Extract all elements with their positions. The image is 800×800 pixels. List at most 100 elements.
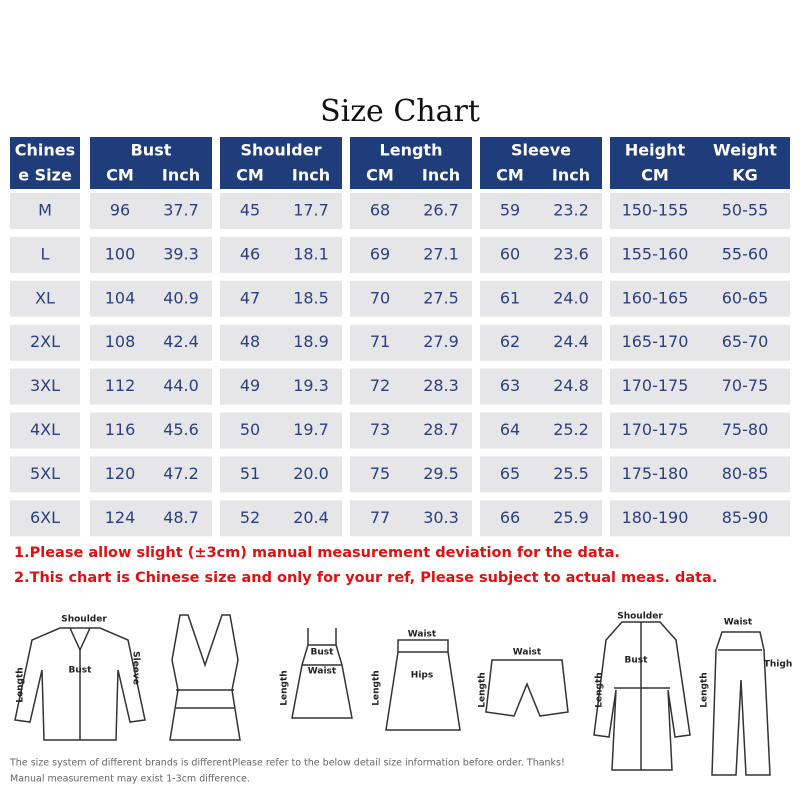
row-cell (610, 324, 790, 361)
header-label: Weight (713, 141, 777, 160)
cell-text: 42.4 (163, 332, 199, 351)
cell-text: 5XL (30, 464, 60, 483)
row-cell (350, 236, 472, 273)
cell-text: 47.2 (163, 464, 199, 483)
cell-text: 27.9 (423, 332, 459, 351)
measure-label: Sleeve (131, 651, 141, 685)
cell-text: 49 (240, 376, 260, 395)
measure-label: Waist (408, 630, 437, 640)
cell-text: 3XL (30, 376, 60, 395)
measure-label: Shoulder (61, 615, 107, 625)
row-cell (220, 368, 342, 405)
cell-text: 108 (105, 332, 136, 351)
cell-text: 75 (370, 464, 390, 483)
cell-text: 19.7 (293, 420, 329, 439)
cell-text: 51 (240, 464, 260, 483)
measure-label: Thigh (764, 660, 792, 670)
cell-text: 72 (370, 376, 390, 395)
cell-text: 96 (110, 201, 130, 220)
footer-text: Please refer to the below detail size in… (232, 758, 565, 769)
shorts (485, 659, 569, 717)
cell-text: 25.9 (553, 508, 589, 527)
footer-text: The size system of different brands is d… (9, 758, 232, 769)
row-cell (480, 324, 602, 361)
cell-text: 55-60 (722, 244, 769, 263)
cell-text: 160-165 (622, 288, 689, 307)
measure-label: Waist (724, 618, 753, 628)
measure-label: Bust (625, 656, 649, 666)
row-cell (10, 368, 80, 405)
row-cell (10, 500, 80, 537)
row-cell (480, 500, 602, 537)
measure-label: Bust (311, 648, 335, 658)
cell-text: 70-75 (722, 376, 769, 395)
cell-text: 64 (500, 420, 520, 439)
measure-label: Waist (308, 667, 337, 677)
header-unit: KG (732, 166, 758, 185)
row-cell (610, 236, 790, 273)
row-cell (480, 280, 602, 317)
row-cell (350, 368, 472, 405)
measure-label: Length (478, 672, 488, 707)
cell-text: 18.9 (293, 332, 329, 351)
cell-text: 150-155 (622, 201, 689, 220)
row-cell (220, 412, 342, 449)
cell-text: 28.7 (423, 420, 459, 439)
cell-text: 48.7 (163, 508, 199, 527)
cell-text: 124 (105, 508, 136, 527)
pants (711, 631, 771, 776)
cell-text: 65-70 (722, 332, 769, 351)
header-cell (10, 137, 80, 189)
row-cell (610, 193, 790, 229)
header-unit: Inch (422, 166, 460, 185)
header-unit: Inch (552, 166, 590, 185)
row-cell (220, 500, 342, 537)
cell-text: M (38, 201, 52, 220)
cell-text: 155-160 (622, 244, 689, 263)
header-unit: CM (366, 166, 394, 185)
cell-text: 60-65 (722, 288, 769, 307)
cell-text: 60 (500, 244, 520, 263)
header-unit: CM (496, 166, 524, 185)
cell-text: 63 (500, 376, 520, 395)
dress (291, 628, 353, 719)
row-cell (610, 412, 790, 449)
cell-text: 71 (370, 332, 390, 351)
cell-text: 18.1 (293, 244, 329, 263)
cell-text: 77 (370, 508, 390, 527)
blouse (14, 627, 146, 741)
cell-text: 39.3 (163, 244, 199, 263)
cell-text: 85-90 (722, 508, 769, 527)
row-cell (480, 412, 602, 449)
cell-text: 112 (105, 376, 136, 395)
cell-text: 175-180 (622, 464, 689, 483)
header-cell (220, 137, 342, 189)
row-cell (10, 236, 80, 273)
row-cell (10, 280, 80, 317)
cell-text: L (41, 244, 50, 263)
measure-label: Length (595, 672, 605, 707)
cell-text: 47 (240, 288, 260, 307)
cell-text: 80-85 (722, 464, 769, 483)
measure-label: Shoulder (617, 612, 663, 622)
cell-text: 40.9 (163, 288, 199, 307)
header-label: Shoulder (241, 141, 322, 160)
row-cell (480, 193, 602, 229)
cell-text: 116 (105, 420, 136, 439)
skirt (385, 639, 461, 731)
row-cell (480, 236, 602, 273)
row-cell (350, 193, 472, 229)
cell-text: 50-55 (722, 201, 769, 220)
row-cell (480, 456, 602, 493)
row-cell (90, 412, 212, 449)
cell-text: 30.3 (423, 508, 459, 527)
header-unit: CM (641, 166, 669, 185)
header-label: Chines (15, 141, 75, 160)
tank (169, 614, 241, 741)
cell-text: 24.0 (553, 288, 589, 307)
header-label: Bust (131, 141, 172, 160)
cell-text: 20.4 (293, 508, 329, 527)
cell-text: 18.5 (293, 288, 329, 307)
cell-text: 180-190 (622, 508, 689, 527)
